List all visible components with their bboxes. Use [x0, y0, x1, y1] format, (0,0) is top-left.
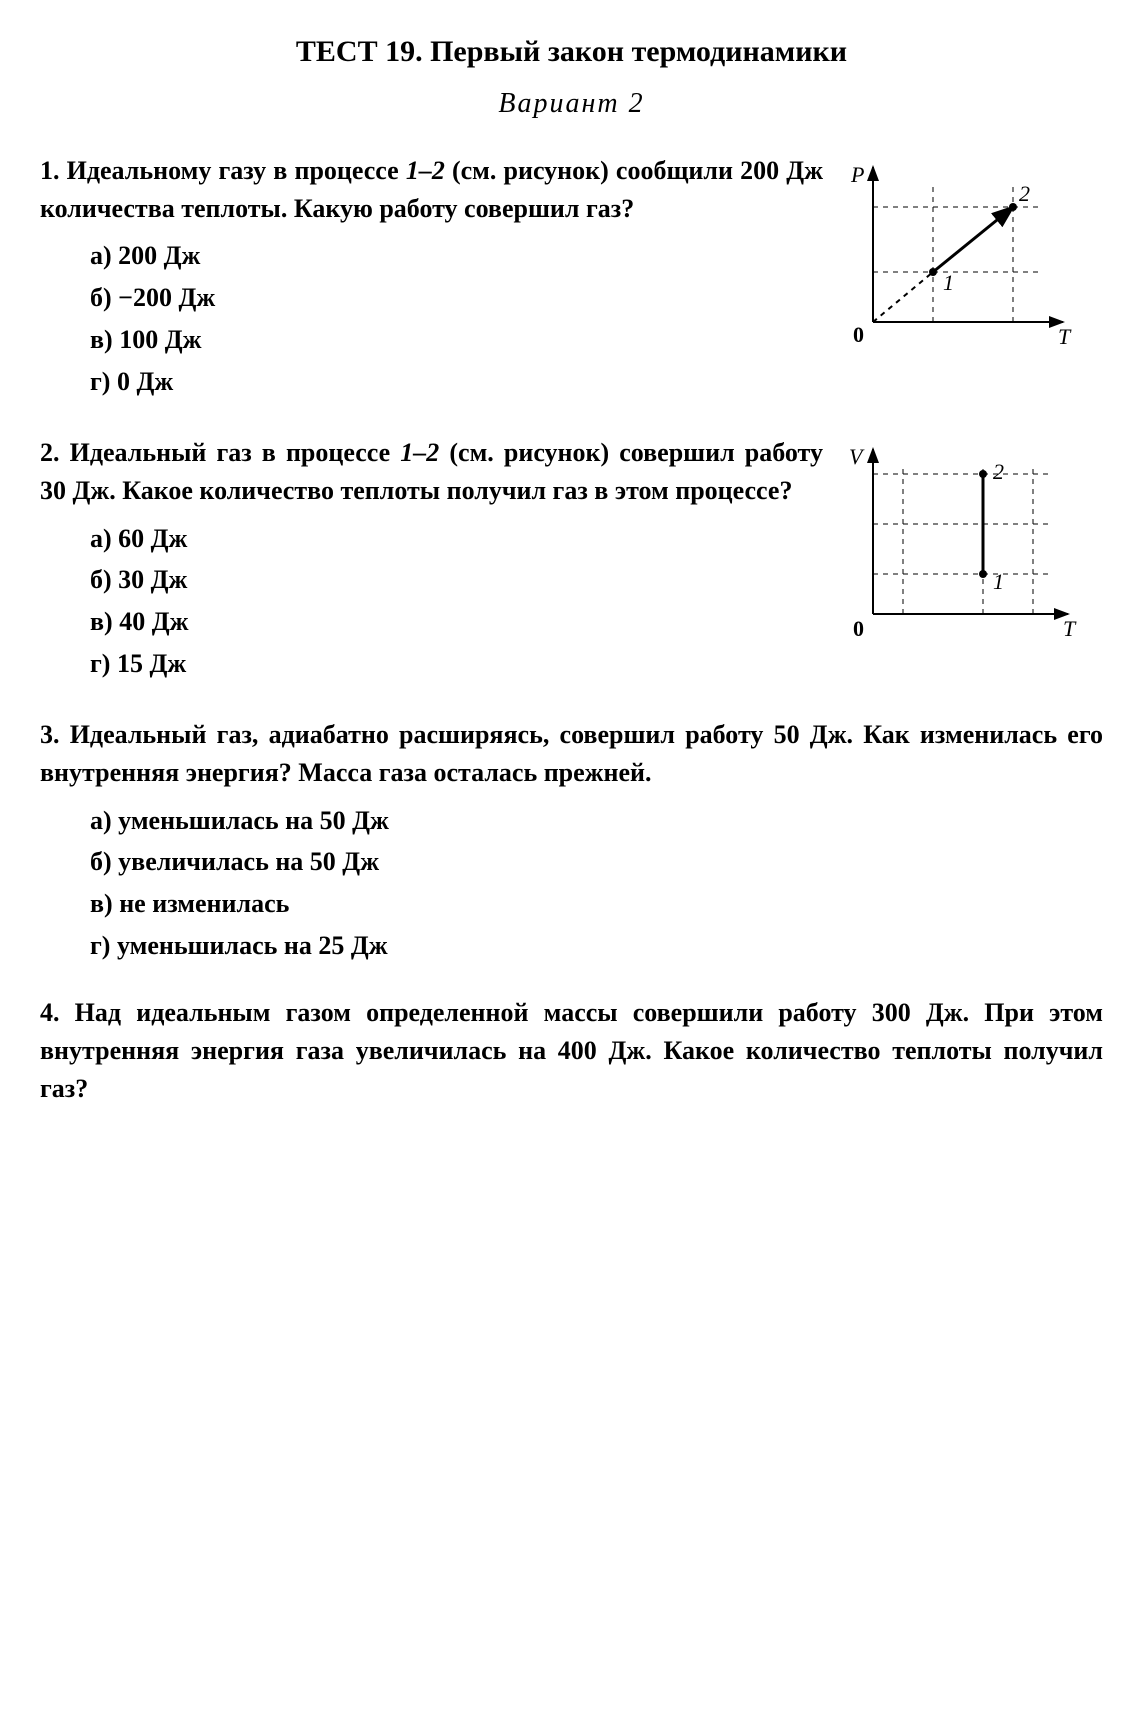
q3-opt-b: б) увеличилась на 50 Дж — [90, 843, 1103, 881]
q3-opt-d: г) уменьшилась на 25 Дж — [90, 927, 1103, 965]
page-title: ТЕСТ 19. Первый закон термодинамики — [40, 30, 1103, 74]
q2-number: 2. — [40, 438, 60, 467]
svg-text:1: 1 — [993, 569, 1004, 594]
q2-opt-b: б) 30 Дж — [90, 561, 823, 599]
svg-text:1: 1 — [943, 270, 954, 295]
q3-number: 3. — [40, 720, 60, 749]
q1-process: 1–2 — [406, 156, 445, 185]
q2-text-a: Идеальный газ в процессе — [70, 438, 401, 467]
svg-text:0: 0 — [853, 616, 864, 641]
question-1: 1. Идеальному газу в процессе 1–2 (см. р… — [40, 152, 1103, 404]
q2-opt-d: г) 15 Дж — [90, 645, 823, 683]
q1-text-a: Идеальному газу в процессе — [67, 156, 406, 185]
q1-options: а) 200 Дж б) −200 Дж в) 100 Дж г) 0 Дж — [40, 237, 823, 400]
q1-opt-a: а) 200 Дж — [90, 237, 823, 275]
q2-opt-a: а) 60 Дж — [90, 520, 823, 558]
variant-label: Вариант 2 — [40, 84, 1103, 125]
svg-text:2: 2 — [993, 459, 1004, 484]
svg-text:0: 0 — [853, 322, 864, 347]
q2-process: 1–2 — [400, 438, 439, 467]
svg-text:V: V — [849, 444, 865, 469]
q2-figure: 1 2 0 T V — [843, 434, 1083, 644]
q3-opt-c: в) не изменилась — [90, 885, 1103, 923]
question-2: 2. Идеальный газ в процессе 1–2 (см. рис… — [40, 434, 1103, 686]
q2-opt-c: в) 40 Дж — [90, 603, 823, 641]
q4-text: Над идеальным газом определенной массы с… — [40, 998, 1103, 1102]
q1-number: 1. — [40, 156, 60, 185]
q1-opt-c: в) 100 Дж — [90, 321, 823, 359]
q1-figure: 1 2 0 T P — [843, 152, 1083, 352]
svg-text:T: T — [1058, 324, 1072, 349]
q4-number: 4. — [40, 998, 60, 1027]
q1-opt-d: г) 0 Дж — [90, 363, 823, 401]
svg-text:2: 2 — [1019, 181, 1030, 206]
svg-text:P: P — [850, 162, 864, 187]
q3-options: а) уменьшилась на 50 Дж б) увеличилась н… — [40, 802, 1103, 965]
svg-text:T: T — [1063, 616, 1077, 641]
q3-opt-a: а) уменьшилась на 50 Дж — [90, 802, 1103, 840]
q2-options: а) 60 Дж б) 30 Дж в) 40 Дж г) 15 Дж — [40, 520, 823, 683]
q3-text: Идеальный газ, адиабатно расширяясь, сов… — [40, 720, 1103, 787]
question-4: 4. Над идеальным газом определенной масс… — [40, 994, 1103, 1107]
question-3: 3. Идеальный газ, адиабатно расширяясь, … — [40, 716, 1103, 964]
q1-opt-b: б) −200 Дж — [90, 279, 823, 317]
